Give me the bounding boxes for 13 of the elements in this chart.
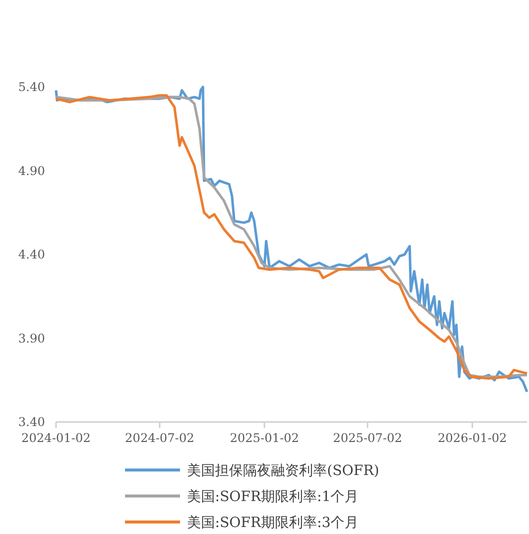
y-tick-label: 4.90 xyxy=(18,164,45,178)
x-tick-label: 2024-01-02 xyxy=(21,431,91,445)
legend-label: 美国:SOFR期限利率:3个月 xyxy=(187,515,359,531)
y-tick-label: 3.90 xyxy=(18,331,45,346)
x-tick-label: 2026-01-02 xyxy=(438,431,507,445)
x-tick-label: 2025-01-02 xyxy=(230,431,300,445)
legend-label: 美国担保隔夜融资利率(SOFR) xyxy=(187,463,380,479)
y-tick-label: 3.40 xyxy=(18,415,45,429)
x-tick-label: 2024-07-02 xyxy=(125,431,194,445)
y-tick-label: 5.40 xyxy=(18,80,45,94)
legend-label: 美国:SOFR期限利率:1个月 xyxy=(187,489,359,505)
y-tick-label: 4.40 xyxy=(18,248,45,262)
x-tick-label: 2025-07-02 xyxy=(332,431,402,445)
